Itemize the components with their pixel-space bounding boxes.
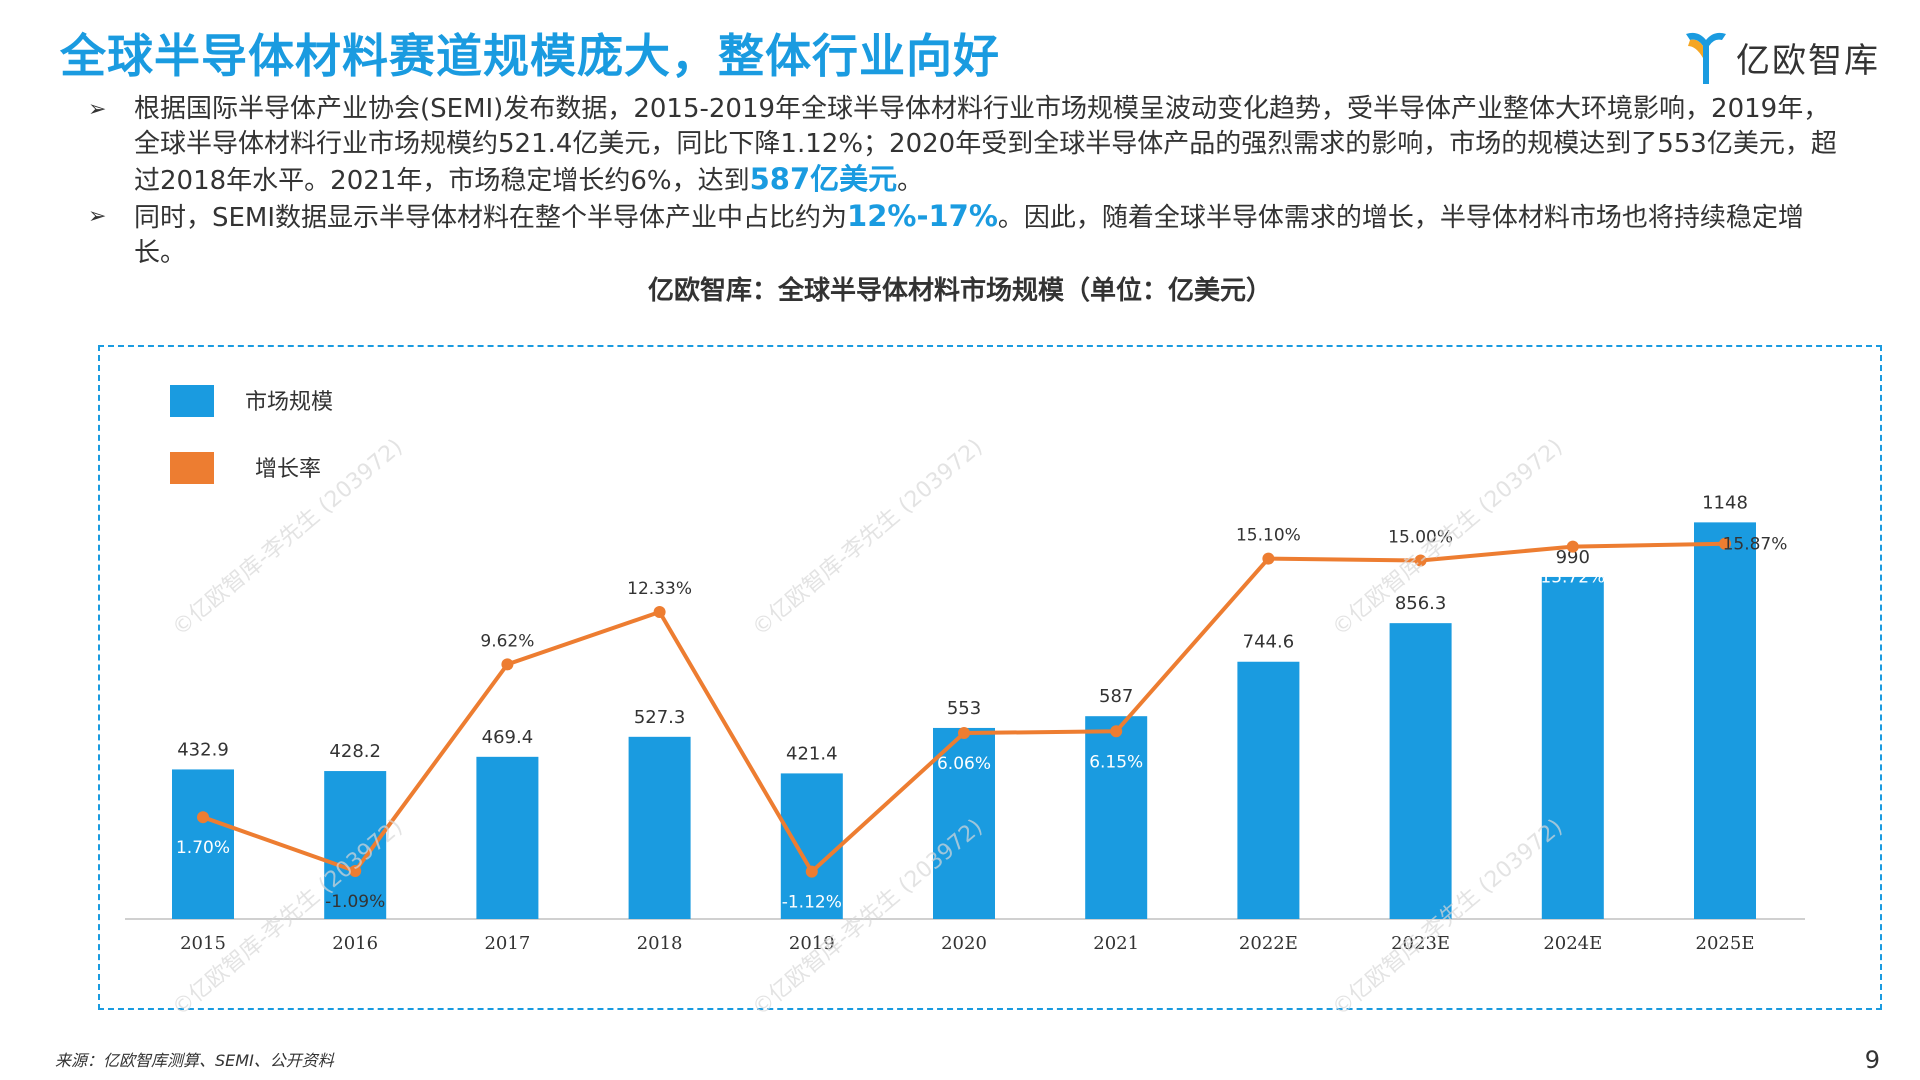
x-tick-label: 2018 — [637, 933, 683, 954]
page-title: 全球半导体材料赛道规模庞大，整体行业向好 — [60, 29, 1000, 83]
growth-label: 6.15% — [1089, 752, 1143, 772]
x-tick-label: 2015 — [180, 933, 226, 954]
page-number: 9 — [1864, 1046, 1880, 1074]
bar-label: 553 — [947, 698, 981, 719]
legend-swatch-line — [170, 452, 214, 484]
bar-2025E — [1694, 522, 1756, 919]
chart-title: 亿欧智库：全球半导体材料市场规模（单位：亿美元） — [647, 276, 1272, 306]
x-tick-label: 2025E — [1696, 933, 1755, 954]
growth-point — [1719, 537, 1731, 550]
growth-label: 15.72% — [1540, 568, 1605, 588]
growth-label: 15.87% — [1723, 535, 1788, 555]
growth-point — [349, 865, 362, 878]
bar-label: 587 — [1099, 686, 1133, 707]
logo-icon — [1686, 32, 1726, 84]
bar-label: 428.2 — [329, 741, 381, 762]
bullet-text-end: 。因此，随着全球半导体需求的增长，半导体材料市场也将持续稳定增长。 — [134, 203, 1804, 268]
growth-point — [958, 727, 970, 740]
growth-label: 1.70% — [176, 838, 230, 858]
growth-point — [653, 606, 666, 619]
logo-text: 亿欧智库 — [1736, 40, 1880, 81]
arrow-right-icon: ➢ — [88, 97, 107, 122]
growth-label: 15.00% — [1388, 528, 1453, 548]
growth-point — [805, 865, 818, 878]
bullet-text: 根据国际半导体产业协会(SEMI)发布数据，2015-2019年全球半导体材料行… — [134, 94, 1837, 196]
bar-2019 — [780, 773, 843, 919]
x-tick-label: 2024E — [1543, 933, 1602, 954]
bullet-item: ➢ 同时，SEMI数据显示半导体材料在整个半导体产业中占比约为12%-17%。因… — [88, 199, 1848, 271]
bar-label: 856.3 — [1395, 593, 1447, 614]
highlight-value: 587亿美元 — [749, 162, 898, 196]
bar-label: 744.6 — [1243, 632, 1295, 653]
bullet-item: ➢ 根据国际半导体产业协会(SEMI)发布数据，2015-2019年全球半导体材… — [88, 92, 1848, 199]
x-tick-label: 2023E — [1391, 933, 1450, 954]
chart-frame: 市场规模增长率 432.9 2015 428.2 2016 469.4 2017 527.3 2… — [98, 345, 1882, 1010]
growth-point — [197, 811, 209, 824]
bullet-list: ➢ 根据国际半导体产业协会(SEMI)发布数据，2015-2019年全球半导体材… — [88, 92, 1848, 271]
legend-label-line: 增长率 — [255, 457, 321, 482]
growth-label: -1.09% — [325, 892, 385, 912]
growth-point — [1566, 540, 1579, 553]
growth-label: 6.06% — [937, 754, 991, 774]
bar-label: 1148 — [1702, 492, 1748, 513]
legend-swatch-bar — [170, 385, 214, 417]
x-tick-label: 2019 — [789, 933, 835, 954]
bar-2017 — [476, 756, 539, 919]
highlight-value: 12%-17% — [847, 199, 998, 233]
bar-label: 527.3 — [634, 707, 686, 728]
bullet-text-end: 。 — [897, 166, 924, 196]
bar-label: 432.9 — [177, 739, 229, 760]
growth-point — [1262, 552, 1275, 565]
x-tick-label: 2017 — [484, 933, 530, 954]
x-tick-label: 2016 — [332, 933, 378, 954]
growth-point — [501, 658, 514, 671]
source-note: 来源：亿欧智库测算、SEMI、公开资料 — [55, 1051, 334, 1070]
growth-label: -1.12% — [782, 893, 842, 913]
x-tick-label: 2022E — [1239, 933, 1298, 954]
x-tick-label: 2020 — [941, 933, 987, 954]
bar-2023E — [1389, 623, 1452, 919]
brand-logo: 亿欧智库 — [1684, 28, 1880, 86]
x-tick-label: 2021 — [1093, 933, 1139, 954]
bar-2020 — [933, 727, 995, 919]
growth-label: 9.62% — [480, 631, 534, 651]
bar-label: 421.4 — [786, 743, 838, 764]
bullet-text: 同时，SEMI数据显示半导体材料在整个半导体产业中占比约为 — [134, 203, 848, 233]
bar-2021 — [1085, 716, 1148, 919]
growth-point — [1414, 554, 1427, 567]
arrow-right-icon: ➢ — [88, 204, 107, 229]
growth-label: 12.33% — [627, 579, 692, 599]
bar-2015 — [172, 769, 234, 919]
growth-label: 15.10% — [1236, 526, 1301, 546]
bar-2022E — [1237, 661, 1300, 919]
bar-label: 469.4 — [482, 727, 534, 748]
bar-label: 990 — [1556, 547, 1590, 568]
legend-label-bar: 市场规模 — [245, 390, 333, 415]
growth-point — [1110, 725, 1123, 738]
bar-2024E — [1541, 576, 1604, 919]
bar-2018 — [628, 736, 691, 919]
